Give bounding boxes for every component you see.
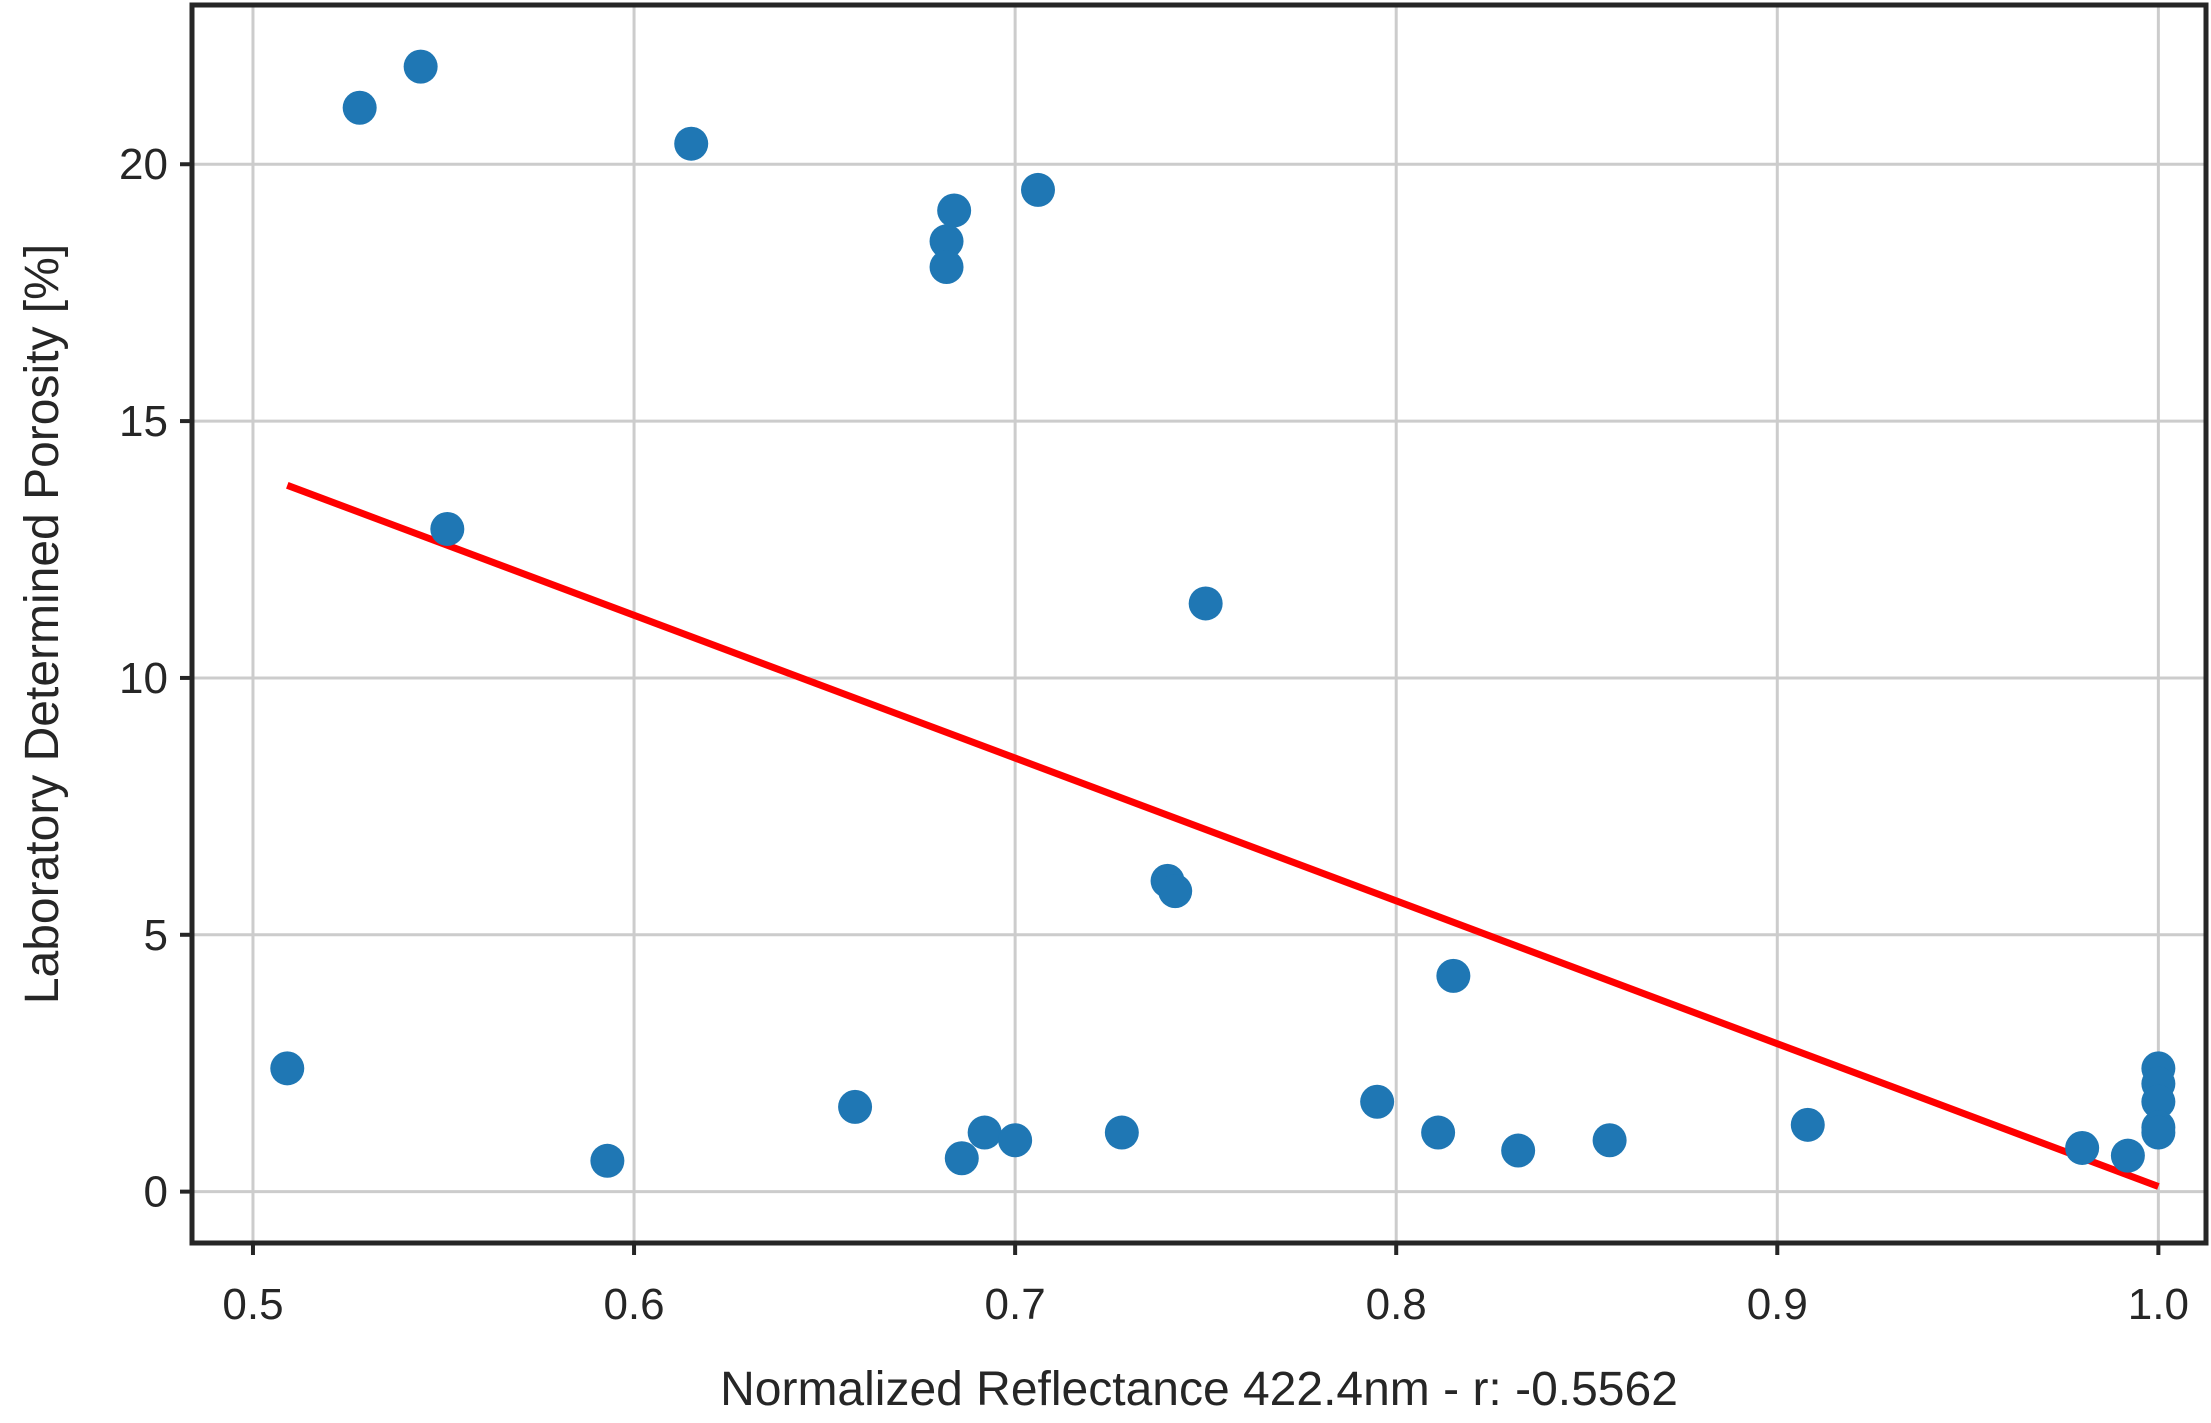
data-point: [430, 511, 465, 546]
data-point: [342, 90, 377, 125]
data-point: [838, 1089, 873, 1124]
data-point: [937, 193, 972, 228]
data-point: [1158, 874, 1193, 909]
y-axis-ticks: 0 5 10 15 20: [119, 140, 192, 1217]
x-tick-label: 0.5: [222, 1280, 283, 1329]
plot-frame: [189, 2, 2209, 1246]
data-points: [270, 49, 2176, 1178]
data-point: [1501, 1133, 1536, 1168]
data-point: [674, 126, 709, 161]
data-point: [998, 1123, 1033, 1158]
y-axis-title: Laboratory Determined Porosity [%]: [16, 244, 69, 1004]
y-tick-label: 0: [144, 1168, 168, 1217]
data-point: [1436, 958, 1471, 993]
y-tick-label: 10: [119, 654, 168, 703]
data-point: [1421, 1115, 1456, 1150]
y-tick-label: 20: [119, 140, 168, 189]
data-point: [929, 249, 964, 284]
grid-lines: [192, 5, 2206, 1243]
x-tick-label: 1.0: [2128, 1280, 2189, 1329]
x-tick-label: 0.7: [985, 1280, 1046, 1329]
data-point: [1188, 586, 1223, 621]
data-point: [1790, 1107, 1825, 1142]
data-point: [2141, 1084, 2176, 1119]
data-point: [590, 1143, 625, 1178]
y-tick-label: 5: [144, 911, 168, 960]
data-point: [1104, 1115, 1139, 1150]
data-point: [929, 224, 964, 259]
x-tick-label: 0.8: [1366, 1280, 1427, 1329]
regression-line-group: [286, 482, 2160, 1190]
data-point: [2110, 1138, 2145, 1173]
data-point: [1020, 172, 1055, 207]
data-point: [1592, 1123, 1627, 1158]
regression-line: [286, 482, 2160, 1190]
x-axis-title: Normalized Reflectance 422.4nm - r: -0.5…: [720, 1363, 1678, 1416]
data-point: [1360, 1084, 1395, 1119]
data-point: [2065, 1130, 2100, 1165]
y-tick-label: 15: [119, 397, 168, 446]
data-point: [403, 49, 438, 84]
data-point: [967, 1115, 1002, 1150]
data-point: [270, 1051, 305, 1086]
x-axis-ticks: 0.5 0.6 0.7 0.8 0.9 1.0: [222, 1243, 2189, 1329]
data-point: [2141, 1115, 2176, 1150]
x-tick-label: 0.9: [1747, 1280, 1808, 1329]
data-point: [944, 1141, 979, 1176]
x-tick-label: 0.6: [603, 1280, 664, 1329]
